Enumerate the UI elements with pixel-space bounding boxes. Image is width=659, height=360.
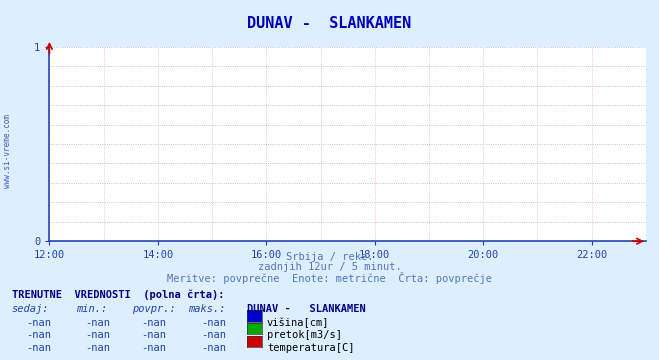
Text: -nan: -nan: [201, 318, 226, 328]
Text: -nan: -nan: [142, 318, 167, 328]
Text: -nan: -nan: [201, 330, 226, 340]
Text: -nan: -nan: [201, 343, 226, 353]
Text: maks.:: maks.:: [188, 304, 225, 314]
Text: DUNAV -   SLANKAMEN: DUNAV - SLANKAMEN: [247, 304, 366, 314]
Text: -nan: -nan: [26, 318, 51, 328]
Text: -nan: -nan: [86, 318, 111, 328]
Text: pretok[m3/s]: pretok[m3/s]: [267, 330, 342, 340]
Text: -nan: -nan: [86, 343, 111, 353]
Text: zadnjih 12ur / 5 minut.: zadnjih 12ur / 5 minut.: [258, 262, 401, 272]
Text: DUNAV -  SLANKAMEN: DUNAV - SLANKAMEN: [247, 16, 412, 31]
Text: sedaj:: sedaj:: [12, 304, 49, 314]
Text: Meritve: povprečne  Enote: metrične  Črta: povprečje: Meritve: povprečne Enote: metrične Črta:…: [167, 272, 492, 284]
Text: www.si-vreme.com: www.si-vreme.com: [3, 114, 13, 188]
Text: min.:: min.:: [76, 304, 107, 314]
Text: Srbija / reke.: Srbija / reke.: [286, 252, 373, 262]
Text: -nan: -nan: [26, 330, 51, 340]
Text: TRENUTNE  VREDNOSTI  (polna črta):: TRENUTNE VREDNOSTI (polna črta):: [12, 290, 224, 300]
Text: -nan: -nan: [86, 330, 111, 340]
Text: višina[cm]: višina[cm]: [267, 318, 330, 328]
Text: -nan: -nan: [142, 330, 167, 340]
Text: -nan: -nan: [142, 343, 167, 353]
Text: -nan: -nan: [26, 343, 51, 353]
Text: temperatura[C]: temperatura[C]: [267, 343, 355, 353]
Text: povpr.:: povpr.:: [132, 304, 175, 314]
